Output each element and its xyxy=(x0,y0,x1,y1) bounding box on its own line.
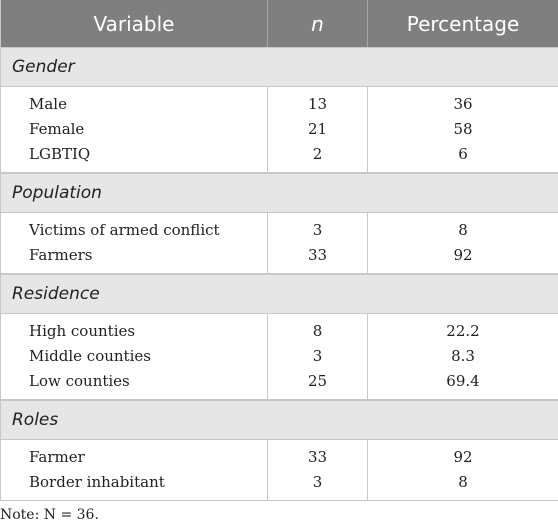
cell-n: 3 xyxy=(312,473,323,491)
header-percentage: Percentage xyxy=(406,11,520,36)
cell-percentage: 36 xyxy=(453,95,473,113)
section-gender: Gender xyxy=(1,47,558,87)
section-residence: Residence xyxy=(1,274,558,314)
section-roles: Roles xyxy=(1,400,558,440)
cell-variable: LGBTIQ xyxy=(29,145,91,163)
group-gender: Male Female LGBTIQ 13 21 2 36 58 6 xyxy=(1,87,558,173)
data-table: Variable n Percentage Gender Male Female… xyxy=(0,0,558,501)
table-header: Variable n Percentage xyxy=(1,0,558,47)
cell-percentage: 8 xyxy=(458,221,468,239)
cell-n: 33 xyxy=(307,448,328,466)
cell-n: 3 xyxy=(312,347,323,365)
group-population: Victims of armed conflict Farmers 3 33 8… xyxy=(1,213,558,274)
cell-percentage: 92 xyxy=(453,246,473,264)
cell-variable: Farmers xyxy=(29,246,93,264)
cell-variable: Farmer xyxy=(29,448,85,466)
cell-percentage: 22.2 xyxy=(446,322,480,340)
cell-percentage: 69.4 xyxy=(446,372,480,390)
cell-variable: Middle counties xyxy=(29,347,151,365)
cell-n: 25 xyxy=(307,372,328,390)
cell-percentage: 8.3 xyxy=(451,347,475,365)
cell-variable: Low counties xyxy=(29,372,130,390)
cell-n: 2 xyxy=(312,145,323,163)
cell-percentage: 58 xyxy=(453,120,473,138)
table-note: Note: N = 36. xyxy=(0,507,99,523)
header-n: n xyxy=(268,0,368,47)
cell-n: 3 xyxy=(312,221,323,239)
group-residence: High counties Middle counties Low counti… xyxy=(1,314,558,400)
cell-percentage: 92 xyxy=(453,448,473,466)
cell-percentage: 6 xyxy=(458,145,468,163)
cell-n: 21 xyxy=(307,120,328,138)
cell-variable: High counties xyxy=(29,322,136,340)
section-population: Population xyxy=(1,173,558,213)
group-roles: Farmer Border inhabitant 33 3 92 8 xyxy=(1,440,558,501)
cell-variable: Victims of armed conflict xyxy=(29,221,220,239)
cell-variable: Female xyxy=(29,120,85,138)
cell-variable: Border inhabitant xyxy=(29,473,165,491)
cell-percentage: 8 xyxy=(458,473,468,491)
header-variable: Variable xyxy=(1,0,268,47)
cell-n: 33 xyxy=(307,246,328,264)
cell-n: 13 xyxy=(307,95,328,113)
cell-variable: Male xyxy=(29,95,67,113)
cell-n: 8 xyxy=(312,322,323,340)
